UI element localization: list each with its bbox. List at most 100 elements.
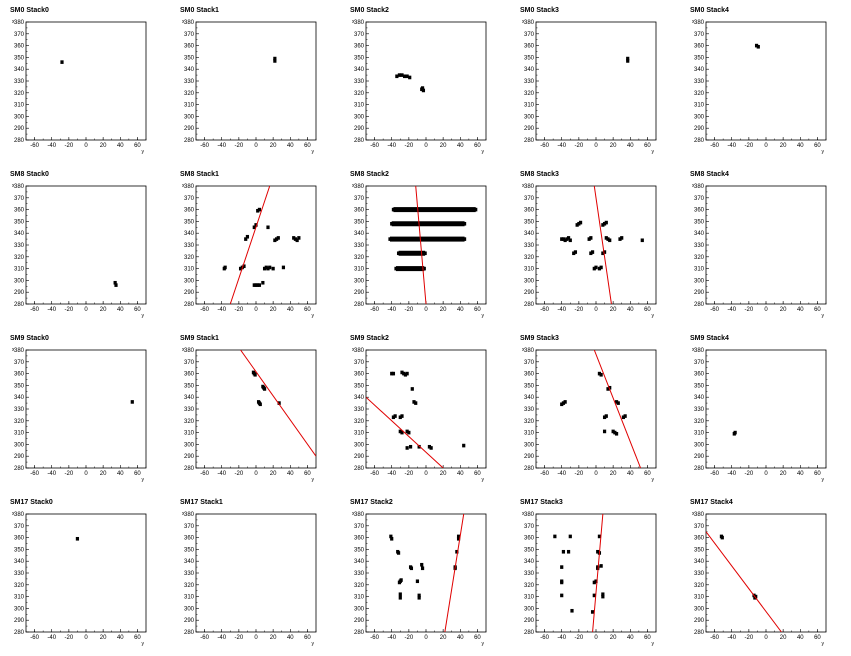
- x-tick-label: 60: [644, 143, 651, 149]
- y-tick-label: 380: [14, 20, 25, 26]
- x-tick-label: -20: [405, 471, 414, 477]
- y-tick-label: 380: [184, 20, 195, 26]
- hit-point: [733, 430, 737, 435]
- y-tick-label: 360: [694, 536, 705, 542]
- hit-point: [271, 266, 275, 271]
- y-tick-label: 340: [694, 231, 705, 237]
- y-tick-label: 340: [524, 559, 535, 565]
- y-tick-label: 280: [354, 630, 365, 636]
- panel-title: SM17 Stack4: [690, 499, 733, 506]
- hit-point: [414, 401, 418, 405]
- x-tick-label: 40: [627, 307, 634, 313]
- hit-point: [560, 402, 564, 407]
- y-axis-label: x: [182, 347, 185, 353]
- x-tick-label: -40: [557, 471, 566, 477]
- y-tick-label: 380: [524, 184, 535, 190]
- panel-sm0-stack1: SM0 Stack1 280 290 300 310 320 330 340 350 360 370…: [180, 7, 317, 155]
- hit-point: [398, 429, 402, 434]
- x-tick-label: -40: [387, 635, 396, 641]
- x-axis-label: y: [312, 149, 315, 155]
- panel-title: SM9 Stack1: [180, 335, 219, 342]
- y-tick-label: 350: [14, 547, 25, 553]
- hit-point: [420, 237, 424, 241]
- x-tick-label: 0: [84, 307, 88, 313]
- y-tick-label: 330: [14, 571, 25, 577]
- hit-point: [560, 580, 564, 585]
- hit-band: [391, 221, 465, 227]
- y-tick-label: 300: [14, 278, 25, 284]
- x-tick-label: -20: [235, 143, 244, 149]
- y-tick-label: 340: [14, 67, 25, 73]
- y-tick-label: 300: [524, 606, 535, 612]
- hit-point: [422, 266, 426, 271]
- fit-line: [229, 186, 271, 304]
- y-tick-label: 290: [354, 126, 365, 132]
- x-axis-label: y: [652, 641, 655, 647]
- x-tick-label: 40: [457, 471, 464, 477]
- x-tick-label: 60: [814, 307, 821, 313]
- y-axis-label: x: [692, 347, 695, 353]
- y-axis-label: x: [522, 183, 525, 189]
- x-tick-label: 20: [100, 307, 107, 313]
- y-tick-label: 370: [354, 32, 365, 38]
- hit-point: [462, 221, 467, 226]
- y-tick-label: 370: [694, 196, 705, 202]
- x-tick-label: 60: [644, 307, 651, 313]
- x-tick-label: 40: [287, 635, 294, 641]
- y-tick-label: 330: [184, 243, 195, 249]
- y-tick-label: 310: [14, 267, 25, 273]
- x-tick-label: 20: [440, 143, 447, 149]
- hit-point: [587, 237, 591, 241]
- hit-point: [292, 236, 296, 240]
- x-axis-label: y: [312, 641, 315, 647]
- hit-point: [566, 549, 571, 554]
- hit-point: [398, 592, 402, 597]
- hit-point: [391, 371, 396, 376]
- x-tick-label: 60: [474, 143, 481, 149]
- panel-sm9-stack1: SM9 Stack1 280 290 300 310 320 330 340 350 360 370…: [180, 335, 317, 483]
- hit-point: [573, 250, 578, 254]
- hit-point: [417, 595, 421, 600]
- x-tick-label: 60: [644, 471, 651, 477]
- y-tick-label: 320: [524, 255, 535, 261]
- x-tick-label: 40: [797, 143, 804, 149]
- y-axis-label: x: [352, 511, 355, 517]
- hit-point: [396, 237, 401, 241]
- y-tick-label: 350: [14, 55, 25, 61]
- hit-point: [390, 221, 394, 226]
- x-tick-label: 40: [117, 143, 124, 149]
- hit-point: [592, 266, 596, 271]
- fit-line: [592, 514, 604, 632]
- y-tick-label: 340: [184, 559, 195, 565]
- panel-sm8-stack3: SM8 Stack3 280 290 300 310 320 330 340 350 360 370…: [520, 171, 657, 319]
- y-tick-label: 380: [694, 348, 705, 354]
- x-tick-label: -20: [575, 143, 584, 149]
- y-axis-label: x: [182, 19, 185, 25]
- y-tick-label: 290: [184, 454, 195, 460]
- y-tick-label: 290: [524, 290, 535, 296]
- hit-point: [462, 443, 466, 448]
- x-tick-label: 60: [304, 143, 311, 149]
- y-tick-label: 350: [354, 383, 365, 389]
- x-tick-label: 40: [117, 635, 124, 641]
- hit-point: [60, 60, 64, 64]
- y-tick-label: 320: [694, 419, 705, 425]
- x-tick-label: 40: [457, 307, 464, 313]
- x-tick-label: 20: [780, 143, 787, 149]
- hit-point: [720, 535, 724, 540]
- panel-title: SM17 Stack1: [180, 499, 223, 506]
- y-tick-label: 350: [184, 219, 195, 225]
- x-tick-label: 40: [117, 471, 124, 477]
- x-tick-label: -40: [557, 307, 566, 313]
- hit-point: [414, 266, 418, 271]
- x-tick-label: -20: [235, 471, 244, 477]
- y-axis-label: x: [522, 347, 525, 353]
- hit-point: [297, 236, 301, 240]
- x-tick-label: 0: [254, 307, 258, 313]
- hit-point: [604, 414, 608, 418]
- y-tick-label: 360: [184, 536, 195, 542]
- y-tick-label: 290: [354, 290, 365, 296]
- y-tick-label: 310: [524, 267, 535, 273]
- x-tick-label: 20: [610, 471, 617, 477]
- plot-frame: [195, 349, 317, 469]
